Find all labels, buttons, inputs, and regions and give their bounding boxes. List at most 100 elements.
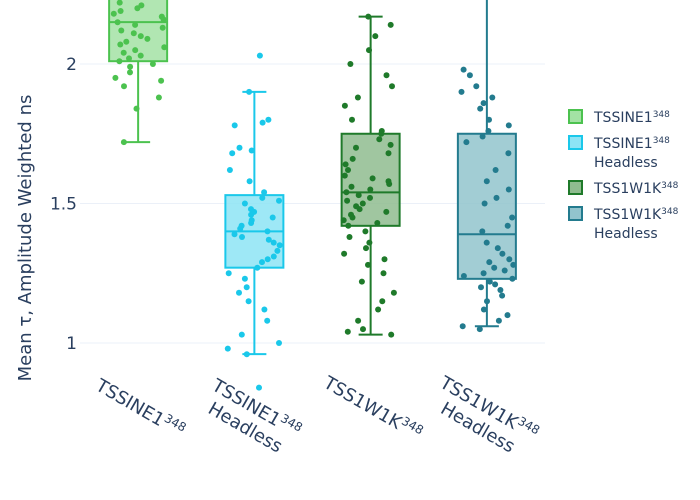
box-series xyxy=(224,52,285,391)
y-tick-label: 2 xyxy=(66,55,77,75)
data-point xyxy=(486,259,493,266)
legend-item[interactable]: TSSINE1348 Headless xyxy=(568,135,670,171)
data-point xyxy=(345,167,351,173)
legend-item[interactable]: TSS1W1K348 Headless xyxy=(568,206,679,242)
data-point xyxy=(501,267,508,274)
data-point xyxy=(504,312,511,319)
data-point xyxy=(388,331,395,338)
data-point xyxy=(367,186,374,193)
data-point xyxy=(226,167,233,173)
data-point xyxy=(510,261,517,268)
data-point xyxy=(479,133,486,140)
data-point xyxy=(372,33,379,40)
data-point xyxy=(343,189,350,196)
data-point xyxy=(245,298,252,305)
data-point xyxy=(238,331,245,338)
data-point xyxy=(259,194,266,201)
data-point xyxy=(480,100,487,107)
data-point xyxy=(491,264,498,271)
data-point xyxy=(380,270,387,277)
data-point xyxy=(259,259,265,266)
data-point xyxy=(270,239,277,246)
y-tick-label: 1.5 xyxy=(50,195,77,215)
data-point xyxy=(376,136,383,143)
data-point xyxy=(229,150,236,157)
data-point xyxy=(127,63,134,70)
data-point xyxy=(355,192,362,199)
box-iqr xyxy=(456,132,517,280)
x-tick-label: TSSINE1348Headless xyxy=(196,373,305,462)
data-point xyxy=(341,172,348,179)
plot-area xyxy=(108,0,517,391)
data-point xyxy=(509,275,516,282)
data-point xyxy=(480,306,487,313)
data-point xyxy=(366,239,373,246)
data-point xyxy=(248,147,255,154)
data-point xyxy=(269,214,276,221)
data-point xyxy=(121,83,127,90)
data-point xyxy=(385,150,392,157)
legend[interactable]: TSSINE1348 TSSINE1348Headless TSS1W1K348 TS… xyxy=(568,109,679,242)
data-point xyxy=(270,253,277,260)
data-point xyxy=(340,217,347,224)
data-point xyxy=(347,61,354,67)
data-point xyxy=(492,281,499,288)
data-point xyxy=(261,189,268,196)
data-point xyxy=(123,38,130,45)
data-point xyxy=(116,58,123,65)
y-tick-label: 1 xyxy=(66,334,77,354)
data-point xyxy=(161,44,168,51)
data-point xyxy=(378,130,385,137)
data-point xyxy=(118,27,125,34)
data-point xyxy=(120,49,127,56)
data-point xyxy=(137,33,144,40)
legend-swatch xyxy=(568,206,583,221)
data-point xyxy=(379,298,386,305)
data-point xyxy=(224,345,231,352)
data-point xyxy=(486,116,492,123)
data-point xyxy=(495,317,502,324)
data-point xyxy=(276,197,282,204)
data-point xyxy=(276,242,283,249)
data-point xyxy=(264,256,271,263)
data-point xyxy=(225,270,232,277)
data-point xyxy=(116,0,123,6)
data-point xyxy=(236,289,242,296)
data-point xyxy=(344,328,351,335)
data-point xyxy=(499,250,506,257)
data-point xyxy=(117,41,124,48)
data-point xyxy=(505,122,512,129)
data-point xyxy=(358,278,365,285)
y-axis-title: Mean τ, Amplitude Weighted ns xyxy=(15,95,36,382)
data-point xyxy=(383,72,390,79)
data-point xyxy=(134,5,141,12)
data-point xyxy=(386,181,393,187)
data-point xyxy=(256,52,263,59)
data-point xyxy=(473,83,480,90)
data-point xyxy=(241,275,248,282)
data-point xyxy=(489,94,496,101)
data-point xyxy=(477,105,484,112)
data-point xyxy=(241,200,248,207)
legend-label: TSS1W1K348 xyxy=(593,181,679,197)
data-point xyxy=(374,220,381,226)
data-point xyxy=(360,326,366,333)
data-point xyxy=(126,55,132,62)
data-point xyxy=(389,83,395,90)
legend-swatch xyxy=(568,180,583,195)
data-point xyxy=(483,239,490,246)
data-point xyxy=(149,61,156,67)
box-series xyxy=(456,0,517,333)
data-point xyxy=(246,88,253,95)
data-point xyxy=(254,264,261,271)
legend-label: Headless xyxy=(594,155,658,171)
data-point xyxy=(354,94,361,101)
data-point xyxy=(466,72,473,79)
data-point xyxy=(259,119,266,126)
legend-item[interactable]: TSSINE1348 xyxy=(568,109,670,126)
data-point xyxy=(486,278,493,285)
data-point xyxy=(112,74,119,81)
legend-item[interactable]: TSS1W1K348 xyxy=(568,180,679,197)
data-point xyxy=(479,228,486,235)
